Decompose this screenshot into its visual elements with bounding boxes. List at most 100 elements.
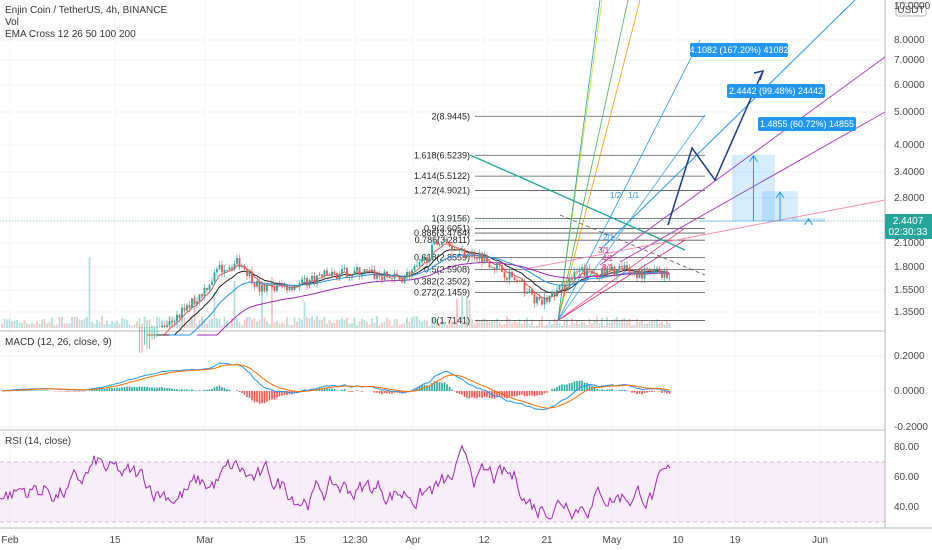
volume-bar <box>361 318 363 328</box>
gann-fan-line[interactable] <box>557 0 601 321</box>
channel-line-lower[interactable] <box>619 111 886 263</box>
volume-bar <box>603 325 606 328</box>
volume-bar <box>131 325 133 328</box>
volume-bar <box>458 325 461 328</box>
gann-fan-line[interactable] <box>557 39 701 321</box>
macd-histogram-bar <box>476 391 478 399</box>
gann-fan-line[interactable] <box>557 0 641 321</box>
currency-badge[interactable] <box>895 2 927 17</box>
macd-histogram-bar <box>31 390 33 391</box>
macd-axis[interactable]: 0.2000 0.0000 -0.2000 <box>894 351 928 433</box>
macd-histogram-bar <box>246 391 248 398</box>
vol-label[interactable]: Vol <box>5 17 19 28</box>
volume-bar <box>496 318 498 328</box>
volume-bar <box>198 320 201 328</box>
channel-line-middle[interactable] <box>599 56 886 266</box>
macd-histogram-bar <box>123 387 126 391</box>
fib-level-label: 2(8.9445) <box>431 111 470 121</box>
volume-bar <box>333 323 336 328</box>
symbol-title[interactable]: Enjin Coin / TetherUS, 4h, BINANCE <box>5 5 167 16</box>
macd-histogram-bar <box>226 389 228 391</box>
macd-histogram-bar <box>28 390 31 391</box>
macd-legend[interactable]: MACD (12, 26, close, 9) <box>5 337 112 348</box>
candle-body <box>443 238 446 242</box>
candle-body <box>463 249 466 258</box>
volume-bar <box>506 316 508 328</box>
volume-bar <box>511 322 513 328</box>
volume-bar <box>298 318 301 328</box>
macd-histogram-bar <box>118 387 121 391</box>
macd-pane[interactable] <box>1 362 671 411</box>
candle-body <box>361 274 363 276</box>
dashed-trend-line[interactable] <box>559 214 706 276</box>
volume-bar <box>178 324 181 328</box>
candle-body <box>263 285 266 292</box>
downtrend-line[interactable] <box>469 154 686 251</box>
volume-bar <box>328 320 331 328</box>
candle-body <box>348 277 351 279</box>
macd-histogram-bar <box>618 390 621 391</box>
volume-bar <box>206 323 208 328</box>
support-line[interactable] <box>519 199 886 271</box>
macd-histogram-bar <box>336 390 338 391</box>
volume-bar <box>653 320 656 328</box>
volume-bar <box>86 316 88 328</box>
volume-bar <box>336 319 338 328</box>
macd-histogram-bar <box>386 391 388 394</box>
candle-body <box>601 268 603 279</box>
volume-bar <box>378 324 381 328</box>
macd-histogram-bar <box>228 389 231 391</box>
volume-bar <box>68 323 71 328</box>
fibonacci-extension[interactable]: 2(8.9445) 1.618(6.5239) 1.414(5.5122) 1.272… <box>414 111 705 325</box>
volume-bar <box>58 316 61 328</box>
candle-body <box>518 279 521 281</box>
rsi-legend[interactable]: RSI (14, close) <box>5 436 71 447</box>
candle-body <box>223 270 226 273</box>
macd-histogram-bar <box>198 390 201 391</box>
time-axis[interactable]: Feb 15 Mar 15 12:30 Apr 12 21 May 10 19 Jun <box>1 535 828 546</box>
macd-histogram-bar <box>263 391 266 404</box>
channel-line-upper[interactable] <box>599 0 856 251</box>
projection-path[interactable] <box>667 72 763 226</box>
volume-bar <box>638 322 641 328</box>
macd-histogram-bar <box>596 388 598 391</box>
target-badge[interactable] <box>690 43 788 57</box>
gann-fan-line[interactable] <box>557 239 686 321</box>
macd-histogram-bar <box>633 391 636 393</box>
target-badge[interactable] <box>758 117 856 131</box>
candle-body <box>643 268 646 279</box>
candle-body <box>571 278 573 280</box>
macd-histogram-bar <box>23 390 26 391</box>
price-targets[interactable]: 4.1082 (167.20%) 41082 2.4442 (99.48%) 24… <box>0 43 885 226</box>
candle-body <box>551 291 553 297</box>
macd-histogram-bar <box>293 391 296 394</box>
candle-body <box>356 267 358 271</box>
rsi-axis[interactable]: 80.00 60.00 40.00 <box>894 442 919 513</box>
gann-ratio-label: 8/1 <box>602 263 614 272</box>
price-axis[interactable]: USDT 10.0000 8.0000 7.0000 6.0000 5.0000 4.00… <box>894 1 931 318</box>
candle-body <box>393 273 396 279</box>
rsi-tick-label: 40.00 <box>894 502 919 513</box>
volume-bar <box>191 316 193 328</box>
candle-body <box>398 276 401 280</box>
candle-body <box>626 265 628 269</box>
macd-histogram-bar <box>418 386 421 391</box>
target-badge[interactable] <box>727 84 825 98</box>
candle-body <box>191 298 193 308</box>
rsi-pane[interactable] <box>0 444 885 523</box>
gann-fan-line[interactable] <box>557 114 706 321</box>
last-price-label: 2.4407 <box>893 216 924 227</box>
volume-bar <box>136 321 138 328</box>
candle-body <box>413 265 416 271</box>
macd-histogram-bar <box>373 391 376 393</box>
gann-fan-line[interactable] <box>557 0 629 321</box>
volume-bar <box>101 316 103 328</box>
volume-bar <box>473 323 476 328</box>
volume-bar <box>351 322 353 328</box>
ema-label[interactable]: EMA Cross 12 26 50 100 200 <box>5 29 136 40</box>
candle-body <box>666 270 668 279</box>
volume-bar <box>303 302 306 328</box>
candle-body <box>366 269 368 271</box>
rsi-tick-label: 60.00 <box>894 472 919 483</box>
